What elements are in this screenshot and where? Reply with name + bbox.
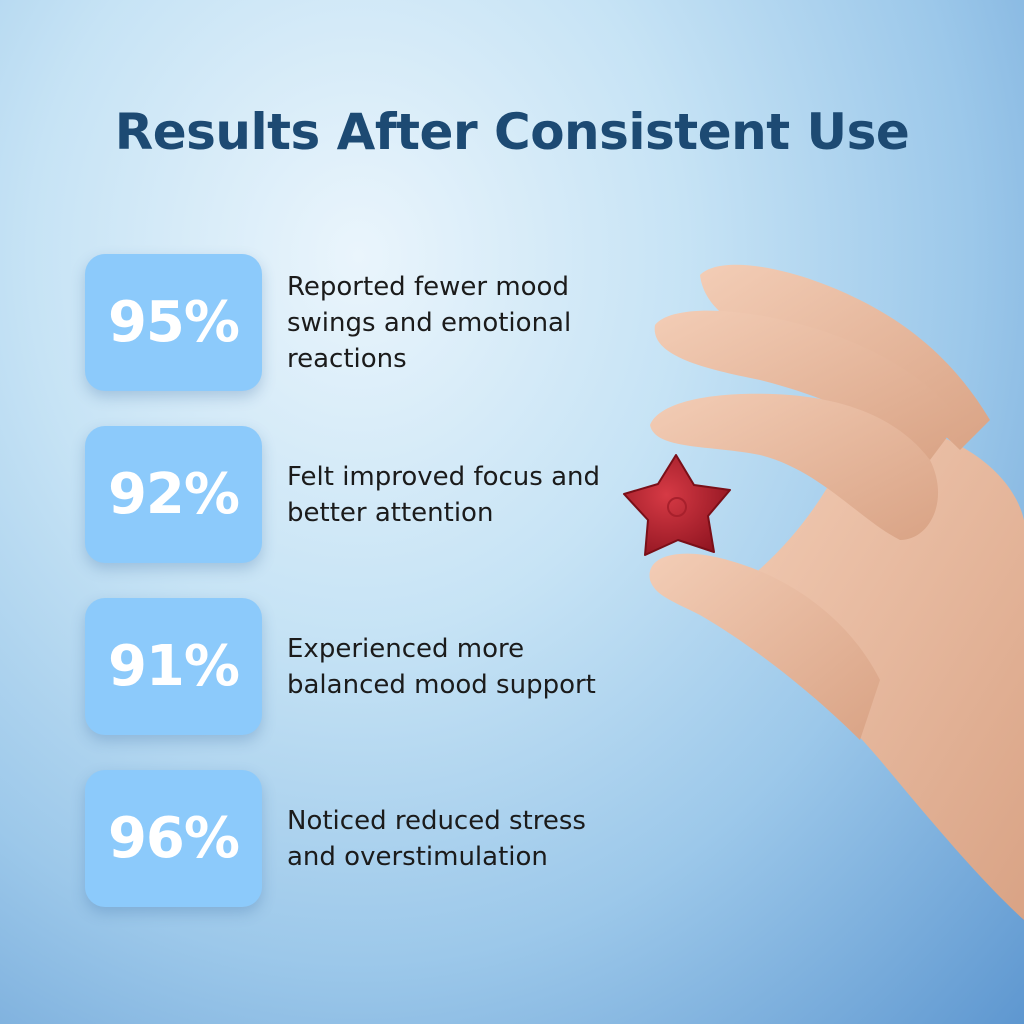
stat-description: Reported fewer mood swings and emotional… [287, 271, 572, 374]
stat-row: 96% Noticed reduced stress and overstimul… [85, 770, 645, 907]
stat-description: Felt improved focus and better attention [287, 461, 601, 528]
stat-row: 91% Experienced more balanced mood suppor… [85, 598, 645, 735]
stat-row: 92% Felt improved focus and better attent… [85, 426, 645, 563]
stat-percentage: 95% [85, 254, 262, 391]
stat-percentage: 96% [85, 770, 262, 907]
stat-description: Experienced more balanced mood support [287, 633, 596, 700]
stat-percentage: 91% [85, 598, 262, 735]
stat-description: Noticed reduced stress and overstimulati… [287, 805, 586, 872]
gummy-detail [667, 497, 687, 517]
index-finger [650, 393, 939, 540]
stat-row: 95% Reported fewer mood swings and emotio… [85, 254, 645, 391]
title: Results After Consistent Use [114, 103, 910, 161]
thumb [649, 553, 880, 740]
stat-percentage: 92% [85, 426, 262, 563]
gummy [623, 454, 731, 556]
